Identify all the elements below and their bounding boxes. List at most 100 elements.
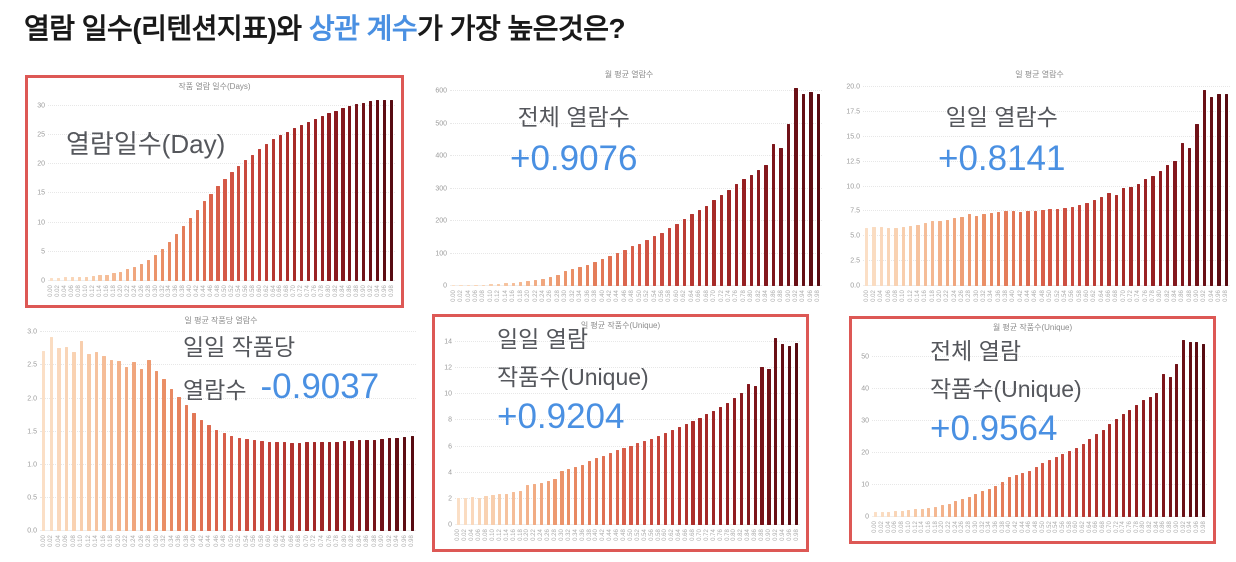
x-tick-label: 0.36 <box>173 285 180 297</box>
bar <box>355 104 359 281</box>
bar <box>698 417 702 525</box>
bar <box>320 442 324 531</box>
bar <box>1063 208 1067 286</box>
x-tick-label: 0.08 <box>893 290 900 302</box>
y-tick-label: 2.5 <box>850 257 860 265</box>
x-tick-label: 0.82 <box>1164 290 1171 302</box>
bar <box>764 165 768 286</box>
x-tick-label: 0.66 <box>277 285 284 297</box>
y-tick-label: 300 <box>435 185 447 193</box>
bar <box>174 234 178 281</box>
x-tick-label: 0.26 <box>545 529 552 541</box>
x-tick-label: 0.28 <box>146 535 153 547</box>
bar <box>697 210 701 286</box>
bar <box>600 258 605 286</box>
x-tick-label: 0.02 <box>458 290 465 302</box>
bar <box>623 249 627 286</box>
bar <box>553 479 557 525</box>
bar <box>372 439 377 531</box>
bar <box>140 264 144 281</box>
bar <box>732 398 737 525</box>
x-tick-label: 0.24 <box>952 521 959 533</box>
x-tick-label: 0.42 <box>1013 521 1020 533</box>
x-tick-label: 0.78 <box>319 285 326 297</box>
correlation-value: +0.9204 <box>497 397 625 436</box>
chart-title: 작품 열람 일수(Days) <box>178 82 251 91</box>
x-tick-label: 0.32 <box>569 290 576 302</box>
x-tick-label: 0.10 <box>487 290 494 302</box>
bar <box>786 123 791 286</box>
x-tick-label: 0.08 <box>70 535 77 547</box>
plot-area <box>450 83 822 286</box>
bar <box>667 228 672 286</box>
x-tick-label: 0.94 <box>800 290 807 302</box>
x-tick-label: 0.16 <box>103 285 110 297</box>
bar <box>1180 142 1184 286</box>
bar <box>1202 89 1206 286</box>
y-tick-label: 3.0 <box>27 328 37 336</box>
x-tick-label: 0.56 <box>1069 290 1076 302</box>
bar <box>1001 481 1005 517</box>
y-tick-label: 0 <box>448 521 452 529</box>
bar <box>1129 186 1133 286</box>
bar <box>207 425 211 531</box>
bar <box>954 500 958 517</box>
x-tick-label: 0.78 <box>740 290 747 302</box>
x-tick-label: 0.14 <box>502 290 509 302</box>
bar <box>251 154 255 281</box>
x-tick-label: 0.04 <box>885 521 892 533</box>
x-tick-label: 0.80 <box>1140 521 1147 533</box>
x-tick-label: 0.44 <box>1019 521 1026 533</box>
x-tick-label: 0.76 <box>1126 521 1133 533</box>
bar <box>1061 453 1065 517</box>
x-tick-label: 0.78 <box>1133 521 1140 533</box>
bar <box>1007 477 1011 517</box>
x-tick-label: 0.70 <box>711 290 718 302</box>
x-tick-label: 0.74 <box>726 290 732 302</box>
x-tick-label: 0.98 <box>793 529 800 541</box>
bar <box>244 159 248 281</box>
bar <box>258 149 262 281</box>
gridline <box>863 85 1230 87</box>
x-tick-label: 0.90 <box>360 285 367 297</box>
bar <box>574 466 578 525</box>
chart-label: 일일 열람 작품수(Unique) +0.9204 <box>497 320 649 436</box>
bar <box>1085 203 1089 286</box>
bar <box>656 436 661 525</box>
bar <box>581 464 585 525</box>
bar <box>1011 211 1016 286</box>
bar <box>578 267 582 286</box>
bar <box>154 370 159 531</box>
x-tick-label: 0.04 <box>469 529 476 541</box>
x-tick-label: 0.48 <box>215 285 222 297</box>
x-tick-label: 0.54 <box>641 529 648 541</box>
x-tick-label: 0.82 <box>349 535 356 547</box>
bar <box>271 139 276 281</box>
bar <box>282 442 287 531</box>
y-tick-label: 2.0 <box>27 395 37 403</box>
bar <box>470 496 474 525</box>
x-tick-label: 0.64 <box>676 529 683 541</box>
x-tick-label: 0.80 <box>341 535 348 547</box>
x-tick-label: 0.84 <box>356 535 363 547</box>
bar <box>742 178 746 286</box>
correlation-value: +0.9076 <box>510 139 638 178</box>
bar <box>1099 197 1104 286</box>
x-tick-label: 0.70 <box>1120 290 1127 302</box>
gridline <box>450 90 822 92</box>
x-tick-label: 0.42 <box>600 529 607 541</box>
bar <box>1014 475 1018 517</box>
bar <box>960 498 964 517</box>
x-tick-label: 0.06 <box>885 290 892 302</box>
x-tick-label: 0.30 <box>562 290 569 302</box>
bar <box>1121 414 1125 517</box>
gridline <box>455 393 800 395</box>
gridline <box>48 192 395 194</box>
bar <box>214 429 219 531</box>
bar <box>91 276 95 281</box>
bar <box>630 246 634 286</box>
x-tick-label: 0.72 <box>311 535 318 547</box>
bar <box>387 438 392 531</box>
y-tick-label: 10.0 <box>846 183 860 190</box>
bar <box>1141 400 1145 517</box>
